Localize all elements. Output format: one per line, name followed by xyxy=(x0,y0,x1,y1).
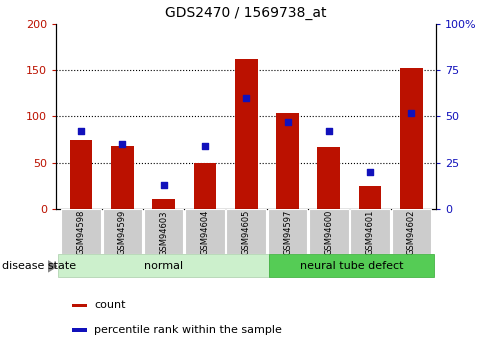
Text: disease state: disease state xyxy=(2,262,76,271)
Bar xyxy=(309,209,348,254)
Bar xyxy=(350,209,390,254)
Text: GSM94604: GSM94604 xyxy=(200,210,209,255)
Point xyxy=(325,128,333,134)
Bar xyxy=(268,209,307,254)
Bar xyxy=(58,254,269,277)
Text: GSM94602: GSM94602 xyxy=(407,210,416,255)
Point xyxy=(77,128,85,134)
Point xyxy=(201,143,209,149)
Bar xyxy=(102,209,142,254)
Text: neural tube defect: neural tube defect xyxy=(300,261,403,270)
Point xyxy=(407,110,415,116)
Text: GSM94597: GSM94597 xyxy=(283,210,292,255)
Text: GSM94601: GSM94601 xyxy=(366,210,374,255)
Text: GSM94600: GSM94600 xyxy=(324,210,333,255)
Text: GSM94603: GSM94603 xyxy=(159,210,168,256)
Bar xyxy=(111,146,134,209)
Bar xyxy=(185,209,225,254)
Text: percentile rank within the sample: percentile rank within the sample xyxy=(94,325,282,335)
Bar xyxy=(226,209,266,254)
Text: GSM94598: GSM94598 xyxy=(76,210,86,255)
Text: GSM94599: GSM94599 xyxy=(118,210,127,255)
Point xyxy=(366,169,374,175)
Point xyxy=(119,141,126,147)
Bar xyxy=(152,199,175,209)
Point xyxy=(284,119,292,125)
Title: GDS2470 / 1569738_at: GDS2470 / 1569738_at xyxy=(166,6,327,20)
Bar xyxy=(400,68,423,209)
Bar xyxy=(318,147,340,209)
Bar xyxy=(269,254,434,277)
Bar xyxy=(276,113,299,209)
Bar xyxy=(72,328,88,332)
Bar xyxy=(61,209,101,254)
Bar xyxy=(235,59,258,209)
Bar xyxy=(72,304,88,307)
Text: normal: normal xyxy=(144,261,183,270)
Text: GSM94605: GSM94605 xyxy=(242,210,251,255)
Point xyxy=(160,182,168,187)
Polygon shape xyxy=(48,261,57,272)
Bar xyxy=(392,209,431,254)
Bar xyxy=(144,209,183,254)
Bar xyxy=(70,139,93,209)
Bar xyxy=(194,162,216,209)
Point xyxy=(243,95,250,101)
Text: count: count xyxy=(94,300,126,310)
Bar xyxy=(359,186,381,209)
